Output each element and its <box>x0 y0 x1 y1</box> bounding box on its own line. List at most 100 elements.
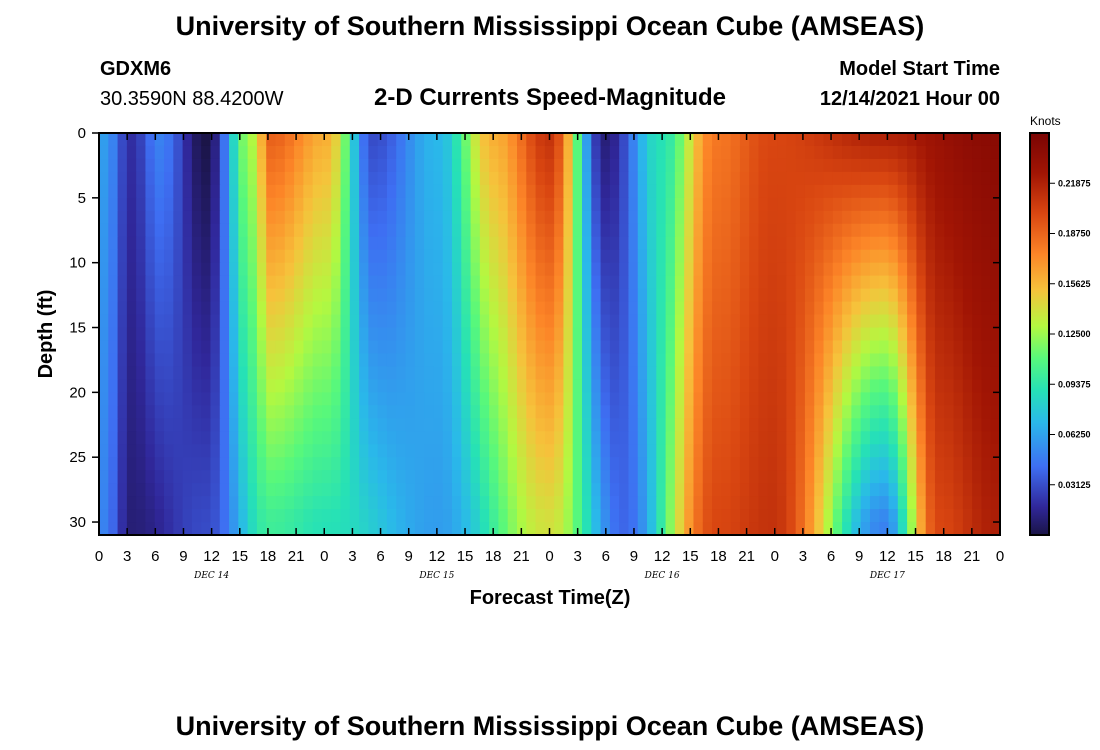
heatmap-cell <box>164 405 174 419</box>
heatmap-cell <box>275 340 286 355</box>
heatmap-cell <box>554 366 565 380</box>
heatmap-cell <box>368 431 379 445</box>
heatmap-cell <box>619 496 630 510</box>
heatmap-cell <box>563 353 574 368</box>
heatmap-cell <box>191 184 202 199</box>
heatmap-cell <box>925 223 936 238</box>
heatmap-cell <box>777 366 787 380</box>
heatmap-cell <box>321 496 332 510</box>
heatmap-cell <box>888 327 899 342</box>
heatmap-cell <box>359 171 369 186</box>
heatmap-cell <box>414 340 425 355</box>
heatmap-cell <box>479 431 490 445</box>
heatmap-cell <box>953 133 964 147</box>
heatmap-cell <box>275 301 286 316</box>
heatmap-cell <box>879 249 890 264</box>
heatmap-cell <box>247 210 258 225</box>
day-label: DEC 15 <box>418 571 454 581</box>
heatmap-cell <box>294 210 304 225</box>
heatmap-cell <box>164 171 174 186</box>
heatmap-cell <box>321 418 332 432</box>
heatmap-cell <box>108 405 119 419</box>
heatmap-cell <box>461 301 472 316</box>
heatmap-cell <box>804 133 815 147</box>
heatmap-cell <box>693 457 704 471</box>
heatmap-cell <box>498 340 509 355</box>
heatmap-cell <box>674 340 685 355</box>
heatmap-cell <box>582 301 592 316</box>
heatmap-cell <box>767 145 778 160</box>
heatmap-cell <box>136 158 147 173</box>
heatmap-cell <box>164 418 174 432</box>
heatmap-cell <box>591 431 602 445</box>
heatmap-cell <box>284 509 295 523</box>
heatmap-cell <box>414 392 425 406</box>
heatmap-cell <box>182 327 193 342</box>
heatmap-cell <box>201 197 212 212</box>
heatmap-cell <box>730 340 741 355</box>
heatmap-cell <box>340 470 351 484</box>
heatmap-cell <box>804 288 815 303</box>
heatmap-cell <box>600 145 611 160</box>
heatmap-cell <box>321 340 332 355</box>
heatmap-cell <box>693 171 704 186</box>
heatmap-cell <box>219 470 230 484</box>
heatmap-cell <box>145 171 156 186</box>
heatmap-cell <box>266 509 277 523</box>
heatmap-cell <box>925 470 936 484</box>
heatmap-cell <box>944 470 955 484</box>
heatmap-cell <box>386 133 397 147</box>
heatmap-cell <box>953 522 964 536</box>
heatmap-cell <box>386 353 397 368</box>
heatmap-cell <box>164 184 174 199</box>
heatmap-cell <box>312 262 323 277</box>
heatmap-cell <box>117 262 128 277</box>
heatmap-cell <box>516 431 527 445</box>
heatmap-cell <box>238 184 249 199</box>
heatmap-cell <box>609 262 620 277</box>
heatmap-cell <box>767 171 778 186</box>
heatmap-cell <box>526 145 537 160</box>
heatmap-cell <box>294 379 304 393</box>
heatmap-cell <box>684 197 695 212</box>
heatmap-cell <box>507 327 518 342</box>
heatmap-cell <box>229 236 239 251</box>
heatmap-cell <box>544 327 555 342</box>
heatmap-cell <box>182 275 193 290</box>
heatmap-cell <box>424 405 434 419</box>
heatmap-cell <box>823 431 834 445</box>
heatmap-cell <box>795 457 806 471</box>
heatmap-cell <box>600 509 611 523</box>
heatmap-cell <box>247 457 258 471</box>
heatmap-cell <box>814 262 825 277</box>
heatmap-cell <box>879 509 890 523</box>
heatmap-cell <box>470 223 481 238</box>
heatmap-cell <box>665 353 676 368</box>
heatmap-cell <box>842 158 852 173</box>
heatmap-cell <box>498 522 509 536</box>
heatmap-cell <box>739 249 750 264</box>
heatmap-cell <box>944 340 955 355</box>
heatmap-cell <box>191 327 202 342</box>
heatmap-cell <box>479 171 490 186</box>
heatmap-cell <box>712 496 722 510</box>
heatmap-cell <box>303 327 314 342</box>
heatmap-cell <box>944 379 955 393</box>
heatmap-cell <box>284 353 295 368</box>
heatmap-cell <box>451 405 462 419</box>
heatmap-cell <box>944 483 955 497</box>
heatmap-cell <box>637 366 648 380</box>
heatmap-cell <box>526 431 537 445</box>
heatmap-cell <box>851 145 862 160</box>
heatmap-cell <box>684 288 695 303</box>
heatmap-cell <box>386 275 397 290</box>
footer-title: University of Southern Mississippi Ocean… <box>176 711 925 741</box>
heatmap-cell <box>628 405 639 419</box>
heatmap-cell <box>554 483 565 497</box>
heatmap-cell <box>489 236 500 251</box>
heatmap-cell <box>693 496 704 510</box>
heatmap-cell <box>210 314 221 329</box>
heatmap-cell <box>266 405 277 419</box>
heatmap-cell <box>470 197 481 212</box>
heatmap-cell <box>684 133 695 147</box>
